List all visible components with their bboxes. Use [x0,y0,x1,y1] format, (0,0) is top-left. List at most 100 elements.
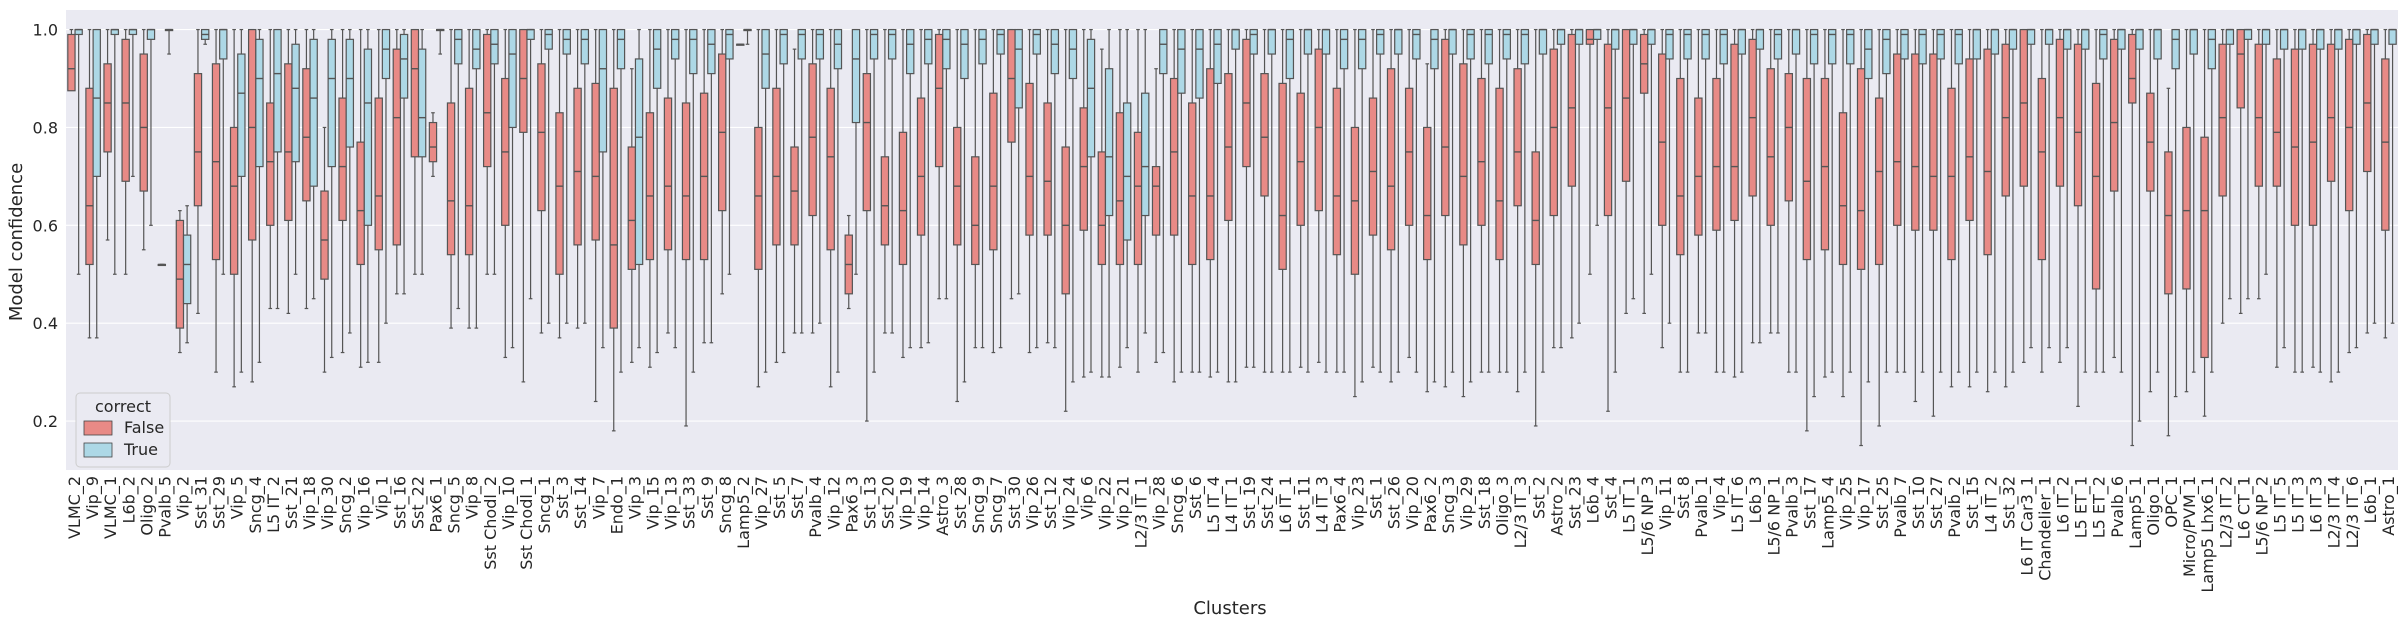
x-tick-label: Lamp5_1 [2126,476,2146,549]
box-false [464,87,474,256]
box-false [1007,28,1016,143]
y-tick-label: 0.6 [33,216,58,235]
box-series [67,28,2397,447]
x-tick-label: VLMC_1 [101,476,121,539]
box-false [2055,38,2065,187]
box-true [689,28,698,75]
box-false [1965,58,1974,222]
x-tick-label: Vip_30 [318,476,338,530]
box-true [1104,68,1114,217]
box-false [193,73,203,207]
box-true [2044,28,2054,45]
cluster-group [591,28,608,403]
box-false [247,28,257,241]
cluster-group [1368,28,1385,373]
box-false [772,87,781,246]
x-tick-label: Vip_20 [1403,476,1423,530]
x-tick-label: Vip_4 [1710,476,1730,519]
box-true [670,28,680,60]
cluster-group [1115,28,1132,368]
cluster-group [1423,28,1439,393]
box-true [490,28,499,65]
x-tick-label: Sncg_9 [969,476,989,533]
cluster-group [1260,28,1276,373]
box-false [1621,28,1631,182]
box-true [1900,28,1909,60]
box-true [1339,28,1349,70]
cluster-group [2055,28,2072,363]
cluster-group [2001,28,2018,388]
x-tick-label: Oligo_3 [1493,476,1513,536]
box-false [1856,68,1866,270]
x-tick-label: Pax6_2 [1421,476,1441,533]
box-true [2207,28,2217,70]
box-true [1195,28,1204,99]
box-false [754,126,763,270]
x-tick-label: Sst Chodl_1 [517,476,537,570]
box-true [544,28,553,50]
box-false [2182,126,2191,290]
box-true [2316,28,2325,50]
cluster-group [1007,28,1023,300]
cluster-group [1712,28,1728,373]
box-true [1990,28,2000,55]
box-false [284,63,293,222]
box-false [1567,33,1577,187]
box-true [345,38,355,148]
x-tick-label: Vip_14 [915,476,935,530]
box-true [1647,28,1656,45]
box-true [1791,28,1801,55]
legend-swatch-true [83,442,113,458]
x-axis-title: Clusters [1193,598,1266,619]
box-true [2225,28,2235,45]
x-tick-label: Vip_28 [1150,476,1170,530]
x-tick-label: L6 CT_1 [2234,476,2254,539]
cluster-group [2109,28,2126,373]
box-false [916,97,926,236]
box-false [1531,151,1540,266]
box-true [887,28,897,60]
x-tick-label: L5 IT_2 [264,476,284,533]
cluster-group [67,28,83,275]
x-tick-label: Vip_3 [625,476,645,519]
box-false [410,28,420,158]
x-tick-label: Sst_26 [1385,476,1405,529]
box-false [1441,38,1450,217]
box-false [1079,107,1088,231]
cluster-group [2344,28,2361,354]
x-tick-label: Vip_7 [589,476,609,519]
box-false [1061,146,1070,295]
x-tick-label: Astro_3 [933,476,953,536]
cluster-group [1676,28,1692,373]
box-false [1404,87,1414,226]
x-tick-label: L6b_1 [2361,476,2381,523]
box-true [960,28,969,80]
box-false [139,53,148,192]
box-true [1936,28,1945,60]
box-false [392,48,402,246]
box-false [826,87,835,251]
box-false [609,87,618,329]
cluster-group [2019,28,2036,363]
x-tick-label: Pax6_1 [427,476,447,533]
box-true [996,28,1005,55]
cluster-group [1802,28,1819,432]
box-true [598,28,608,153]
box-true [1448,28,1457,55]
cluster-group [1567,28,1584,339]
cluster-group [1784,28,1801,373]
cluster-group [1296,28,1313,373]
cluster-group [537,28,553,334]
x-tick-label: Vip_6 [1077,476,1097,519]
box-false [989,92,998,251]
x-tick-label: Sst_29 [210,476,230,529]
cluster-group [410,28,427,275]
x-tick-label: L6 IT_2 [2054,476,2074,533]
x-tick-label: Vip_21 [1114,476,1134,530]
box-true [2334,28,2343,50]
box-true [1014,28,1023,109]
box-false [103,63,112,153]
x-tick-label: Micro/PVM_1 [2180,476,2200,577]
x-tick-label: Sncg_2 [336,476,356,533]
x-tick-label: Oligo_1 [2144,476,2164,536]
